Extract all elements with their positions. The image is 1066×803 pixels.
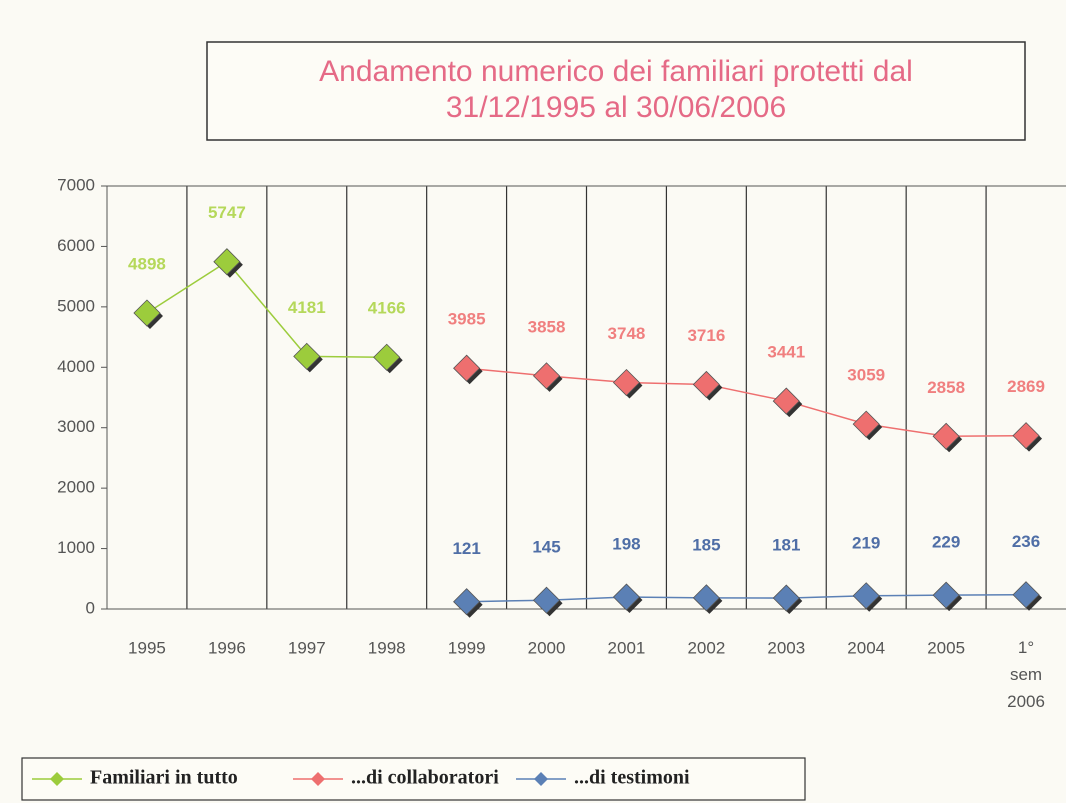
data-point xyxy=(773,388,802,417)
data-label: 3985 xyxy=(448,310,486,329)
data-label: 185 xyxy=(692,535,720,554)
y-tick-label: 2000 xyxy=(57,478,95,497)
data-label: 3059 xyxy=(847,366,885,385)
data-label: 4898 xyxy=(128,255,166,274)
data-label: 181 xyxy=(772,536,800,555)
x-tick-label: 1995 xyxy=(128,638,166,657)
data-label: 219 xyxy=(852,533,880,552)
x-tick-label: 1998 xyxy=(368,638,406,657)
x-tick-label: 2000 xyxy=(528,638,566,657)
data-label: 229 xyxy=(932,533,960,552)
data-point xyxy=(214,249,243,278)
data-point xyxy=(134,300,163,329)
y-tick-label: 0 xyxy=(86,598,95,617)
data-label: 121 xyxy=(452,539,480,558)
page: {"chart_data": {"type": "line", "title":… xyxy=(0,0,1066,803)
y-tick-label: 5000 xyxy=(57,296,95,315)
data-point xyxy=(454,355,483,384)
x-tick-label: 2004 xyxy=(847,638,885,657)
y-tick-label: 6000 xyxy=(57,236,95,255)
data-label: 5747 xyxy=(208,203,246,222)
x-tick-label: 2005 xyxy=(927,638,965,657)
y-tick-label: 4000 xyxy=(57,357,95,376)
x-tick-label: 2002 xyxy=(687,638,725,657)
data-label: 145 xyxy=(532,538,560,557)
data-point xyxy=(853,411,882,440)
data-point xyxy=(613,370,642,399)
data-point xyxy=(773,585,802,614)
data-label: 4181 xyxy=(288,298,326,317)
legend-label: ...di testimoni xyxy=(574,767,690,789)
data-point xyxy=(294,343,323,372)
data-label: 3748 xyxy=(608,324,646,343)
data-point xyxy=(454,589,483,618)
data-label: 3441 xyxy=(767,343,805,362)
data-label: 4166 xyxy=(368,299,406,318)
data-point xyxy=(693,371,722,400)
x-tick-label: 1997 xyxy=(288,638,326,657)
data-point xyxy=(1013,423,1042,452)
data-point xyxy=(933,423,962,452)
legend-label: ...di collaboratori xyxy=(351,767,499,789)
data-label: 3858 xyxy=(528,317,566,336)
data-point xyxy=(374,344,403,373)
legend-label: Familiari in tutto xyxy=(90,767,238,789)
x-tick-label: 2003 xyxy=(767,638,805,657)
data-point xyxy=(534,587,563,616)
chart: Andamento numerico dei familiari protett… xyxy=(0,0,1066,803)
y-tick-label: 7000 xyxy=(57,175,95,194)
data-point xyxy=(933,582,962,611)
data-label: 2858 xyxy=(927,378,965,397)
data-point xyxy=(1013,582,1042,611)
data-label: 236 xyxy=(1012,532,1040,551)
data-label: 2869 xyxy=(1007,377,1045,396)
y-tick-label: 3000 xyxy=(57,417,95,436)
x-tick-label: 1996 xyxy=(208,638,246,657)
x-tick-label: 1999 xyxy=(448,638,486,657)
data-label: 3716 xyxy=(687,326,725,345)
data-point xyxy=(853,583,882,612)
data-point xyxy=(534,363,563,392)
y-tick-label: 1000 xyxy=(57,538,95,557)
data-label: 198 xyxy=(612,535,640,554)
x-tick-label: 2001 xyxy=(608,638,646,657)
